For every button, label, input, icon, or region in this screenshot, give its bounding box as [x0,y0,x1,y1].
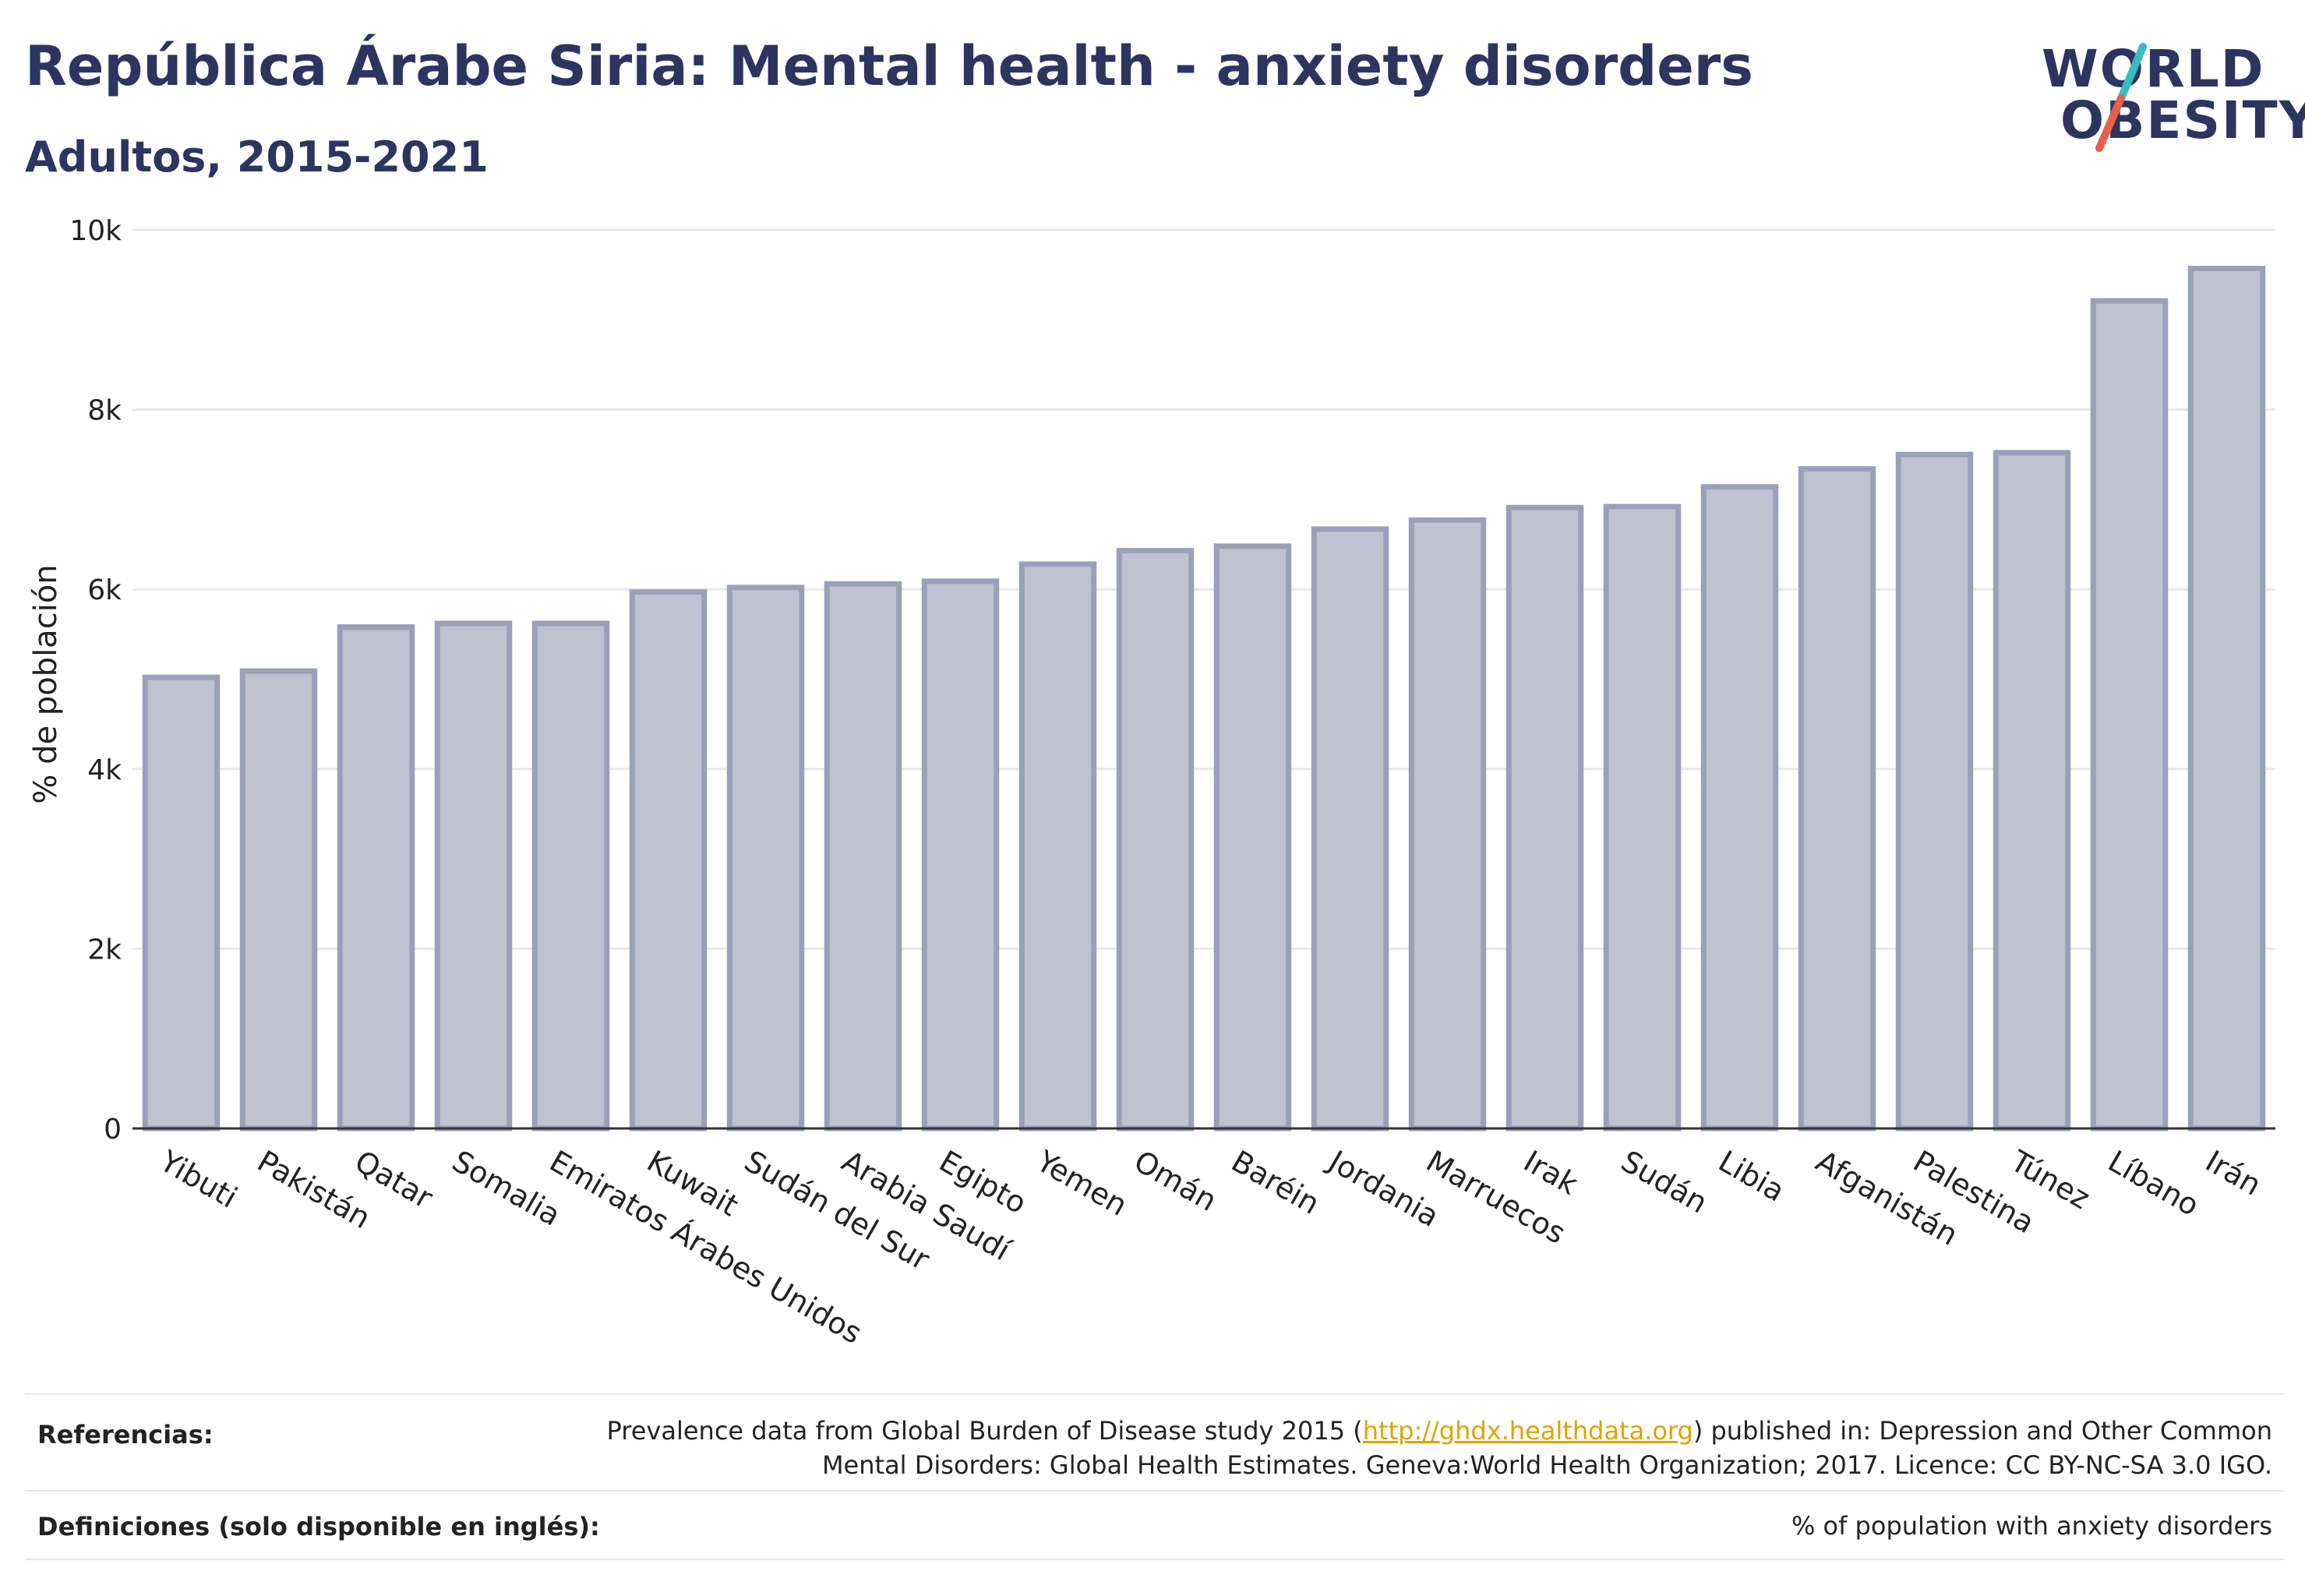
chart-title: República Árabe Siria: Mental health - a… [25,34,1753,98]
references-section: Referencias: Prevalence data from Global… [25,1393,2285,1492]
references-text: Prevalence data from Global Burden of Di… [607,1414,2272,1482]
y-tick-label: 0 [104,1114,122,1146]
chart-subtitle: Adultos, 2015-2021 [25,132,489,182]
references-link[interactable]: http://ghdx.healthdata.org [1362,1416,1693,1446]
bar-7[interactable] [824,581,902,1132]
x-tick-label: Irán [2200,1144,2267,1202]
footer-divider [25,1559,2285,1560]
bar-17[interactable] [1798,466,1876,1132]
bar-21[interactable] [2187,266,2266,1132]
bar-18[interactable] [1895,451,1974,1132]
references-label: Referencias: [37,1420,214,1449]
logo-word-world: WORLD [2042,39,2265,99]
x-tick-label: Yemen [1030,1143,1133,1223]
x-tick-label: Irak [1518,1144,1583,1202]
definitions-section: Definiciones (solo disponible en inglés)… [25,1490,2285,1560]
x-tick-label: Sudán [1615,1144,1714,1220]
bar-10[interactable] [1116,548,1195,1132]
y-tick-label: 8k [87,395,122,427]
x-tick-label: Omán [1128,1144,1223,1218]
references-text-pre: Prevalence data from Global Burden of Di… [606,1416,1363,1446]
bar-5[interactable] [629,589,708,1132]
bar-0[interactable] [142,674,221,1132]
bar-14[interactable] [1505,504,1584,1132]
world-obesity-logo: WORLD OBESITY [2026,31,2305,164]
bar-4[interactable] [531,620,610,1132]
bar-2[interactable] [337,624,415,1132]
x-tick-label: Líbano [2102,1144,2205,1223]
bar-1[interactable] [239,668,318,1132]
x-tick-label: Libia [1713,1144,1791,1209]
y-tick-label: 10k [69,215,122,247]
logo-slash-icon [2095,43,2147,152]
x-tick-label: Baréin [1226,1144,1325,1221]
y-axis-label: % de población [28,564,64,803]
bar-3[interactable] [434,620,513,1132]
bar-13[interactable] [1408,517,1487,1132]
x-tick-label: Yibuti [154,1143,243,1215]
bar-8[interactable] [921,578,1000,1132]
bar-16[interactable] [1700,484,1779,1132]
bar-12[interactable] [1311,526,1389,1132]
bar-6[interactable] [726,584,805,1132]
references-text-line2: Mental Disorders: Global Health Estimate… [821,1450,2272,1480]
bar-15[interactable] [1603,503,1682,1132]
bar-11[interactable] [1213,543,1292,1132]
bars [142,266,2266,1132]
references-text-post: ) published in: Depression and Other Com… [1693,1416,2272,1446]
definitions-label: Definiciones (solo disponible en inglés)… [37,1512,600,1541]
y-tick-label: 4k [87,754,122,786]
bar-20[interactable] [2090,298,2169,1132]
bar-19[interactable] [1993,450,2071,1132]
y-tick-label: 6k [87,574,122,606]
x-tick-label: Jordania [1322,1143,1445,1234]
y-tick-label: 2k [87,934,122,966]
bar-9[interactable] [1018,561,1097,1132]
x-tick-label: Somalia [447,1144,567,1233]
definitions-text: % of population with anxiety disorders [1791,1511,2272,1541]
